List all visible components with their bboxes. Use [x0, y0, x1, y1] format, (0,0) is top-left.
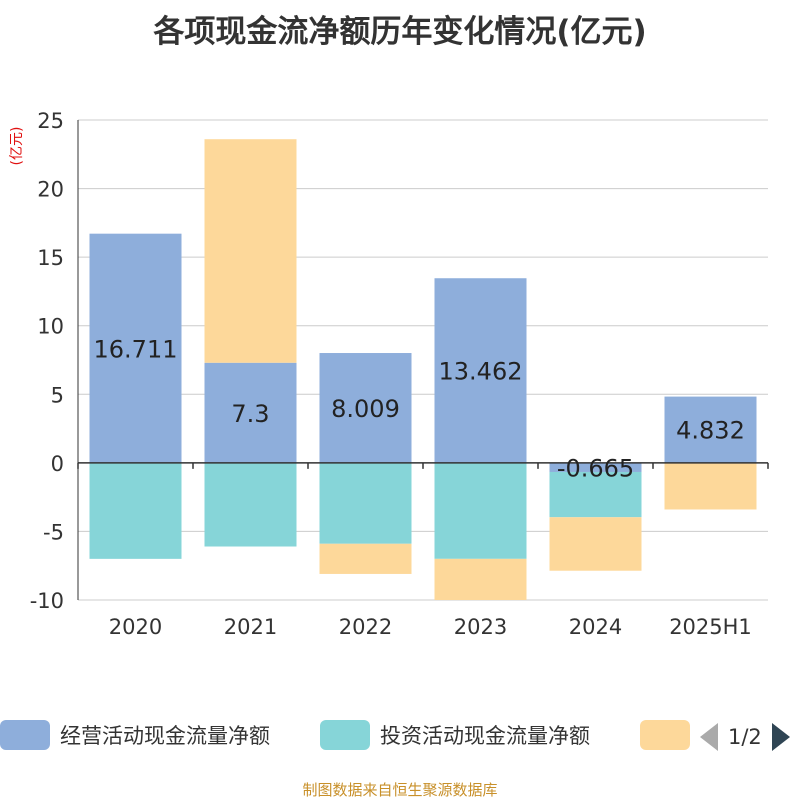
bar-chart: 25 20 15 10 5 0 -5 -10 (亿元) 2020 2021 2022 2023 2024 2…: [9, 109, 769, 639]
bar-segment: [204, 462, 297, 547]
y-tick-label: 20: [37, 178, 64, 202]
bar-segment: [434, 278, 527, 463]
y-tick-label: 5: [51, 383, 64, 407]
y-tick-label: 25: [37, 109, 64, 133]
x-tick-label: 2021: [224, 615, 277, 639]
bar-segment: [204, 139, 297, 363]
bar-segment: [89, 462, 182, 559]
legend-item-financing[interactable]: [640, 718, 690, 752]
y-tick-label: 0: [51, 452, 64, 476]
data-label: 4.832: [676, 417, 745, 445]
bar-segment: [204, 362, 297, 463]
x-tick-label: 2024: [569, 615, 622, 639]
bar-segment: [549, 462, 642, 472]
y-tick-label: -10: [30, 589, 64, 613]
data-label: 13.462: [439, 358, 523, 386]
bar-segment: [89, 233, 182, 463]
y-tick-label: 10: [37, 315, 64, 339]
legend-swatch-investing: [320, 720, 370, 750]
bar-segment: [549, 471, 642, 518]
legend-swatch-operating: [0, 720, 50, 750]
prev-page-icon[interactable]: [700, 723, 718, 751]
data-label: 8.009: [331, 395, 400, 423]
legend-swatch-financing: [640, 720, 690, 750]
next-page-icon[interactable]: [771, 723, 790, 751]
bar-segment: [664, 396, 757, 463]
data-label: 7.3: [231, 400, 269, 428]
legend-item-operating[interactable]: 经营活动现金流量净额: [0, 718, 270, 752]
data-label: -0.665: [557, 454, 634, 482]
legend-page-indicator: 1/2: [728, 725, 762, 749]
chart-title: 各项现金流净额历年变化情况(亿元): [153, 14, 647, 50]
legend-label-operating: 经营活动现金流量净额: [60, 724, 270, 748]
bar-segment: [319, 462, 412, 544]
data-label: 16.711: [94, 335, 178, 363]
bar-segment: [549, 517, 642, 571]
y-axis-label: (亿元): [9, 127, 25, 166]
y-tick-label: -5: [43, 520, 64, 544]
x-tick-label: 2023: [454, 615, 507, 639]
source-footer: 制图数据来自恒生聚源数据库: [302, 781, 498, 799]
legend: 经营活动现金流量净额 投资活动现金流量净额 1/2: [0, 714, 800, 754]
x-tick-label: 2022: [339, 615, 392, 639]
x-tick-label: 2025H1: [669, 615, 752, 639]
legend-label-investing: 投资活动现金流量净额: [380, 724, 590, 748]
bar-segment: [319, 353, 412, 463]
bar-segment: [664, 462, 757, 510]
bar-segment: [434, 462, 527, 559]
x-tick-label: 2020: [109, 615, 162, 639]
legend-item-investing[interactable]: 投资活动现金流量净额: [320, 718, 590, 752]
legend-pager: 1/2: [700, 720, 790, 754]
bar-segment: [319, 543, 412, 574]
bar-segment: [434, 558, 527, 600]
y-tick-label: 15: [37, 246, 64, 270]
